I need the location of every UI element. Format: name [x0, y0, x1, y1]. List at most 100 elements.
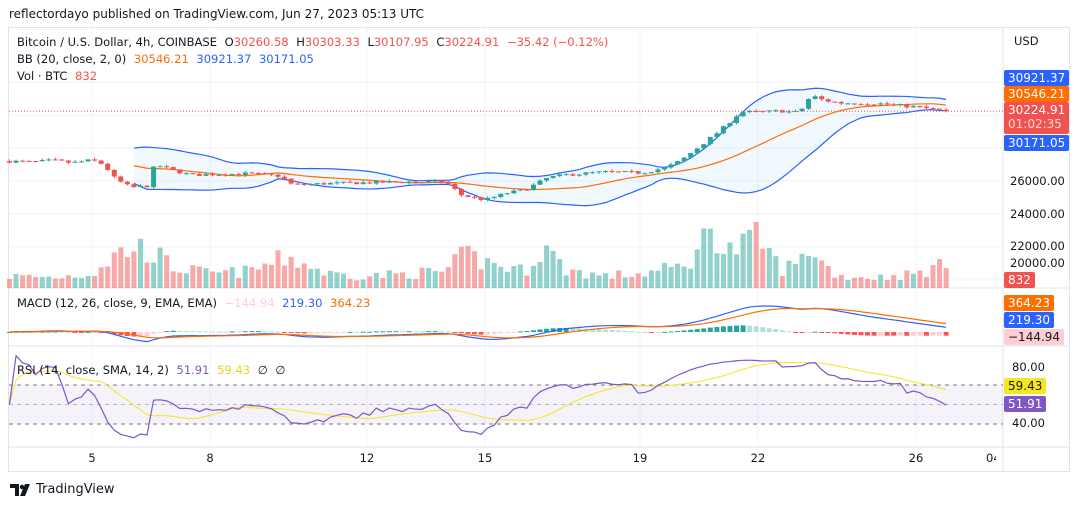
volume-bar — [151, 262, 157, 288]
rsi-label: RSI (14, close, SMA, 14, 2) — [17, 363, 169, 377]
volume-bar — [714, 253, 720, 288]
macd-histogram-bar — [819, 332, 825, 333]
candle-body — [26, 160, 32, 162]
macd-histogram-bar — [223, 331, 229, 333]
candle-body — [878, 103, 884, 105]
volume-bar — [6, 278, 12, 288]
candle-body — [452, 183, 458, 189]
volume-bar — [445, 267, 451, 288]
candle-body — [897, 104, 903, 106]
volume-bar — [288, 256, 294, 288]
volume-legend[interactable]: Vol · BTC 832 — [17, 69, 101, 83]
macd-histogram-bar — [406, 331, 412, 333]
macd-histogram-bar — [170, 330, 176, 332]
volume-bar — [327, 270, 333, 288]
candle-body — [72, 161, 78, 163]
volume-bar — [210, 271, 216, 288]
bb-upper-value: 30921.37 — [196, 52, 252, 66]
price-tick: 24000.00 — [1010, 207, 1065, 221]
volume-bar — [884, 279, 890, 288]
candle-body — [413, 181, 419, 183]
bb-legend[interactable]: BB (20, close, 2, 0) 30546.21 30921.37 3… — [17, 52, 318, 66]
candle-body — [884, 103, 890, 105]
candle-body — [295, 183, 301, 185]
macd-hist-tag: −144.94 — [1004, 329, 1065, 345]
candle-body — [635, 171, 641, 174]
volume-bar — [937, 259, 943, 288]
candle-body — [832, 101, 838, 103]
macd-histogram-bar — [137, 332, 143, 337]
candle-body — [275, 174, 281, 177]
candle-body — [151, 166, 157, 188]
rsi-ma-value: 59.43 — [217, 363, 251, 377]
macd-histogram-bar — [871, 332, 877, 336]
macd-histogram-bar — [327, 332, 333, 333]
macd-histogram-bar — [321, 332, 327, 334]
candle-body — [334, 182, 340, 184]
chart-frame[interactable] — [8, 27, 1070, 472]
macd-histogram-bar — [779, 330, 785, 332]
macd-histogram-bar — [144, 332, 150, 337]
symbol-title[interactable]: Bitcoin / U.S. Dollar, 4h, COINBASE — [17, 35, 217, 49]
candle-body — [491, 196, 497, 198]
macd-histogram-bar — [249, 331, 255, 333]
volume-bar — [858, 277, 864, 288]
candle-body — [216, 174, 222, 176]
macd-hist-value: −144.94 — [224, 296, 275, 310]
candle-body — [727, 123, 733, 127]
candle-body — [406, 181, 412, 183]
macd-histogram-bar — [131, 332, 137, 337]
macd-legend[interactable]: MACD (12, 26, close, 9, EMA, EMA) −144.9… — [17, 296, 374, 310]
price-tick: 22000.00 — [1010, 239, 1065, 253]
volume-bar — [832, 277, 838, 288]
currency-label[interactable]: USD — [1014, 34, 1039, 48]
macd-histogram-bar — [688, 329, 694, 332]
macd-histogram-bar — [262, 331, 268, 333]
high-value: 30303.33 — [304, 35, 360, 49]
rsi-legend[interactable]: RSI (14, close, SMA, 14, 2) 51.91 59.43 … — [17, 363, 289, 377]
volume-bar — [216, 272, 222, 288]
candle-body — [386, 181, 392, 183]
volume-bar — [681, 266, 687, 288]
candle-body — [111, 169, 117, 177]
volume-bar — [72, 277, 78, 288]
macd-histogram-bar — [445, 331, 451, 333]
volume-bar — [131, 251, 137, 288]
macd-histogram-bar — [465, 332, 471, 334]
macd-label: MACD (12, 26, close, 9, EMA, EMA) — [17, 296, 217, 310]
bb-lower-tag: 30171.05 — [1004, 135, 1070, 151]
volume-bar — [223, 270, 229, 288]
candle-body — [183, 173, 189, 175]
time-tick: 26 — [908, 451, 924, 465]
macd-histogram-bar — [341, 332, 347, 333]
volume-bar — [727, 242, 733, 288]
candle-body — [485, 197, 491, 201]
volume-bar — [360, 279, 366, 288]
volume-bar — [242, 265, 248, 288]
macd-histogram-bar — [268, 331, 274, 333]
macd-histogram-bar — [92, 331, 98, 333]
volume-bar — [236, 277, 242, 288]
macd-histogram-bar — [629, 331, 635, 333]
time-tick: 12 — [359, 451, 375, 465]
macd-histogram-bar — [491, 332, 497, 335]
symbol-legend: Bitcoin / U.S. Dollar, 4h, COINBASE O302… — [17, 35, 612, 49]
volume-bar — [845, 279, 851, 288]
tradingview-logo[interactable]: TradingView — [10, 482, 115, 497]
candle-body — [871, 104, 877, 106]
candle-body — [694, 148, 700, 154]
rsi-ma-line — [8, 362, 947, 421]
macd-histogram-bar — [295, 332, 301, 334]
candle-body — [465, 195, 471, 197]
candle-body — [255, 172, 261, 174]
volume-bar — [33, 277, 39, 288]
candle-body — [504, 193, 510, 195]
macd-signal-value: 364.23 — [330, 296, 371, 310]
candle-body — [354, 182, 360, 185]
macd-histogram-bar — [792, 332, 798, 333]
candle-body — [426, 181, 432, 183]
volume-bar — [570, 269, 576, 288]
volume-bar — [386, 270, 392, 288]
macd-histogram-bar — [314, 332, 320, 334]
